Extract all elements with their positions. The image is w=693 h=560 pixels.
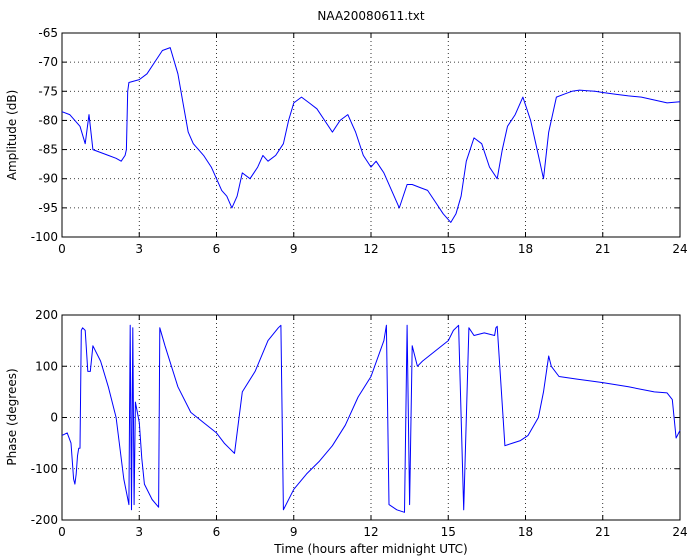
phase-x-tick-label: 24 — [672, 525, 687, 539]
phase-x-tick-label: 0 — [58, 525, 66, 539]
amplitude-y-tick-label: -65 — [38, 26, 58, 40]
amplitude-x-tick-label: 21 — [595, 242, 610, 256]
amplitude-y-tick-label: -80 — [38, 113, 58, 127]
amplitude-x-tick-label: 15 — [441, 242, 456, 256]
amplitude-x-tick-label: 12 — [363, 242, 378, 256]
phase-x-tick-label: 9 — [290, 525, 298, 539]
amplitude-y-tick-label: -90 — [38, 172, 58, 186]
phase-ticks — [61, 314, 681, 521]
amplitude-y-axis-label: Amplitude (dB) — [5, 90, 19, 181]
amplitude-y-tick-label: -100 — [31, 230, 58, 244]
amplitude-grid — [62, 33, 680, 237]
phase-x-tick-label: 3 — [135, 525, 143, 539]
phase-y-tick-labels: -200 -100 0 100 200 — [31, 308, 58, 527]
amplitude-x-tick-label: 18 — [518, 242, 533, 256]
phase-x-axis-label: Time (hours after midnight UTC) — [273, 542, 467, 556]
phase-x-tick-label: 6 — [213, 525, 221, 539]
amplitude-y-tick-label: -75 — [38, 84, 58, 98]
phase-y-tick-label: -200 — [31, 513, 58, 527]
phase-x-tick-label: 18 — [518, 525, 533, 539]
phase-y-tick-label: -100 — [31, 462, 58, 476]
amplitude-x-tick-label: 9 — [290, 242, 298, 256]
phase-y-axis-label: Phase (degrees) — [5, 368, 19, 465]
amplitude-axes — [61, 32, 681, 238]
phase-panel: 0 3 6 9 12 15 18 21 24 -200 -100 0 100 200 Time (hou… — [5, 308, 688, 556]
phase-x-tick-label: 21 — [595, 525, 610, 539]
amplitude-y-tick-label: -70 — [38, 55, 58, 69]
amplitude-x-tick-label: 6 — [213, 242, 221, 256]
phase-x-tick-labels: 0 3 6 9 12 15 18 21 24 — [58, 525, 687, 539]
amplitude-y-tick-label: -95 — [38, 201, 58, 215]
phase-y-tick-label: 100 — [35, 359, 58, 373]
amplitude-x-tick-label: 3 — [135, 242, 143, 256]
phase-x-tick-label: 15 — [441, 525, 456, 539]
amplitude-y-tick-label: -85 — [38, 143, 58, 157]
amplitude-x-tick-label: 24 — [672, 242, 687, 256]
amplitude-y-tick-labels: -100 -95 -90 -85 -80 -75 -70 -65 — [31, 26, 58, 244]
phase-series-line — [61, 324, 681, 513]
phase-y-tick-label: 200 — [35, 308, 58, 322]
amplitude-series-line — [61, 47, 681, 223]
amplitude-x-tick-labels: 0 3 6 9 12 15 18 21 24 — [58, 242, 687, 256]
amplitude-panel: 0 3 6 9 12 15 18 21 24 -100 -95 -90 -85 -80 -75 -70 -65… — [5, 9, 688, 256]
phase-x-tick-label: 12 — [363, 525, 378, 539]
amplitude-x-tick-label: 0 — [58, 242, 66, 256]
amplitude-ticks — [61, 32, 681, 238]
phase-grid — [62, 315, 680, 520]
amplitude-chart-title: NAA20080611.txt — [317, 9, 424, 23]
phase-y-tick-label: 0 — [50, 411, 58, 425]
